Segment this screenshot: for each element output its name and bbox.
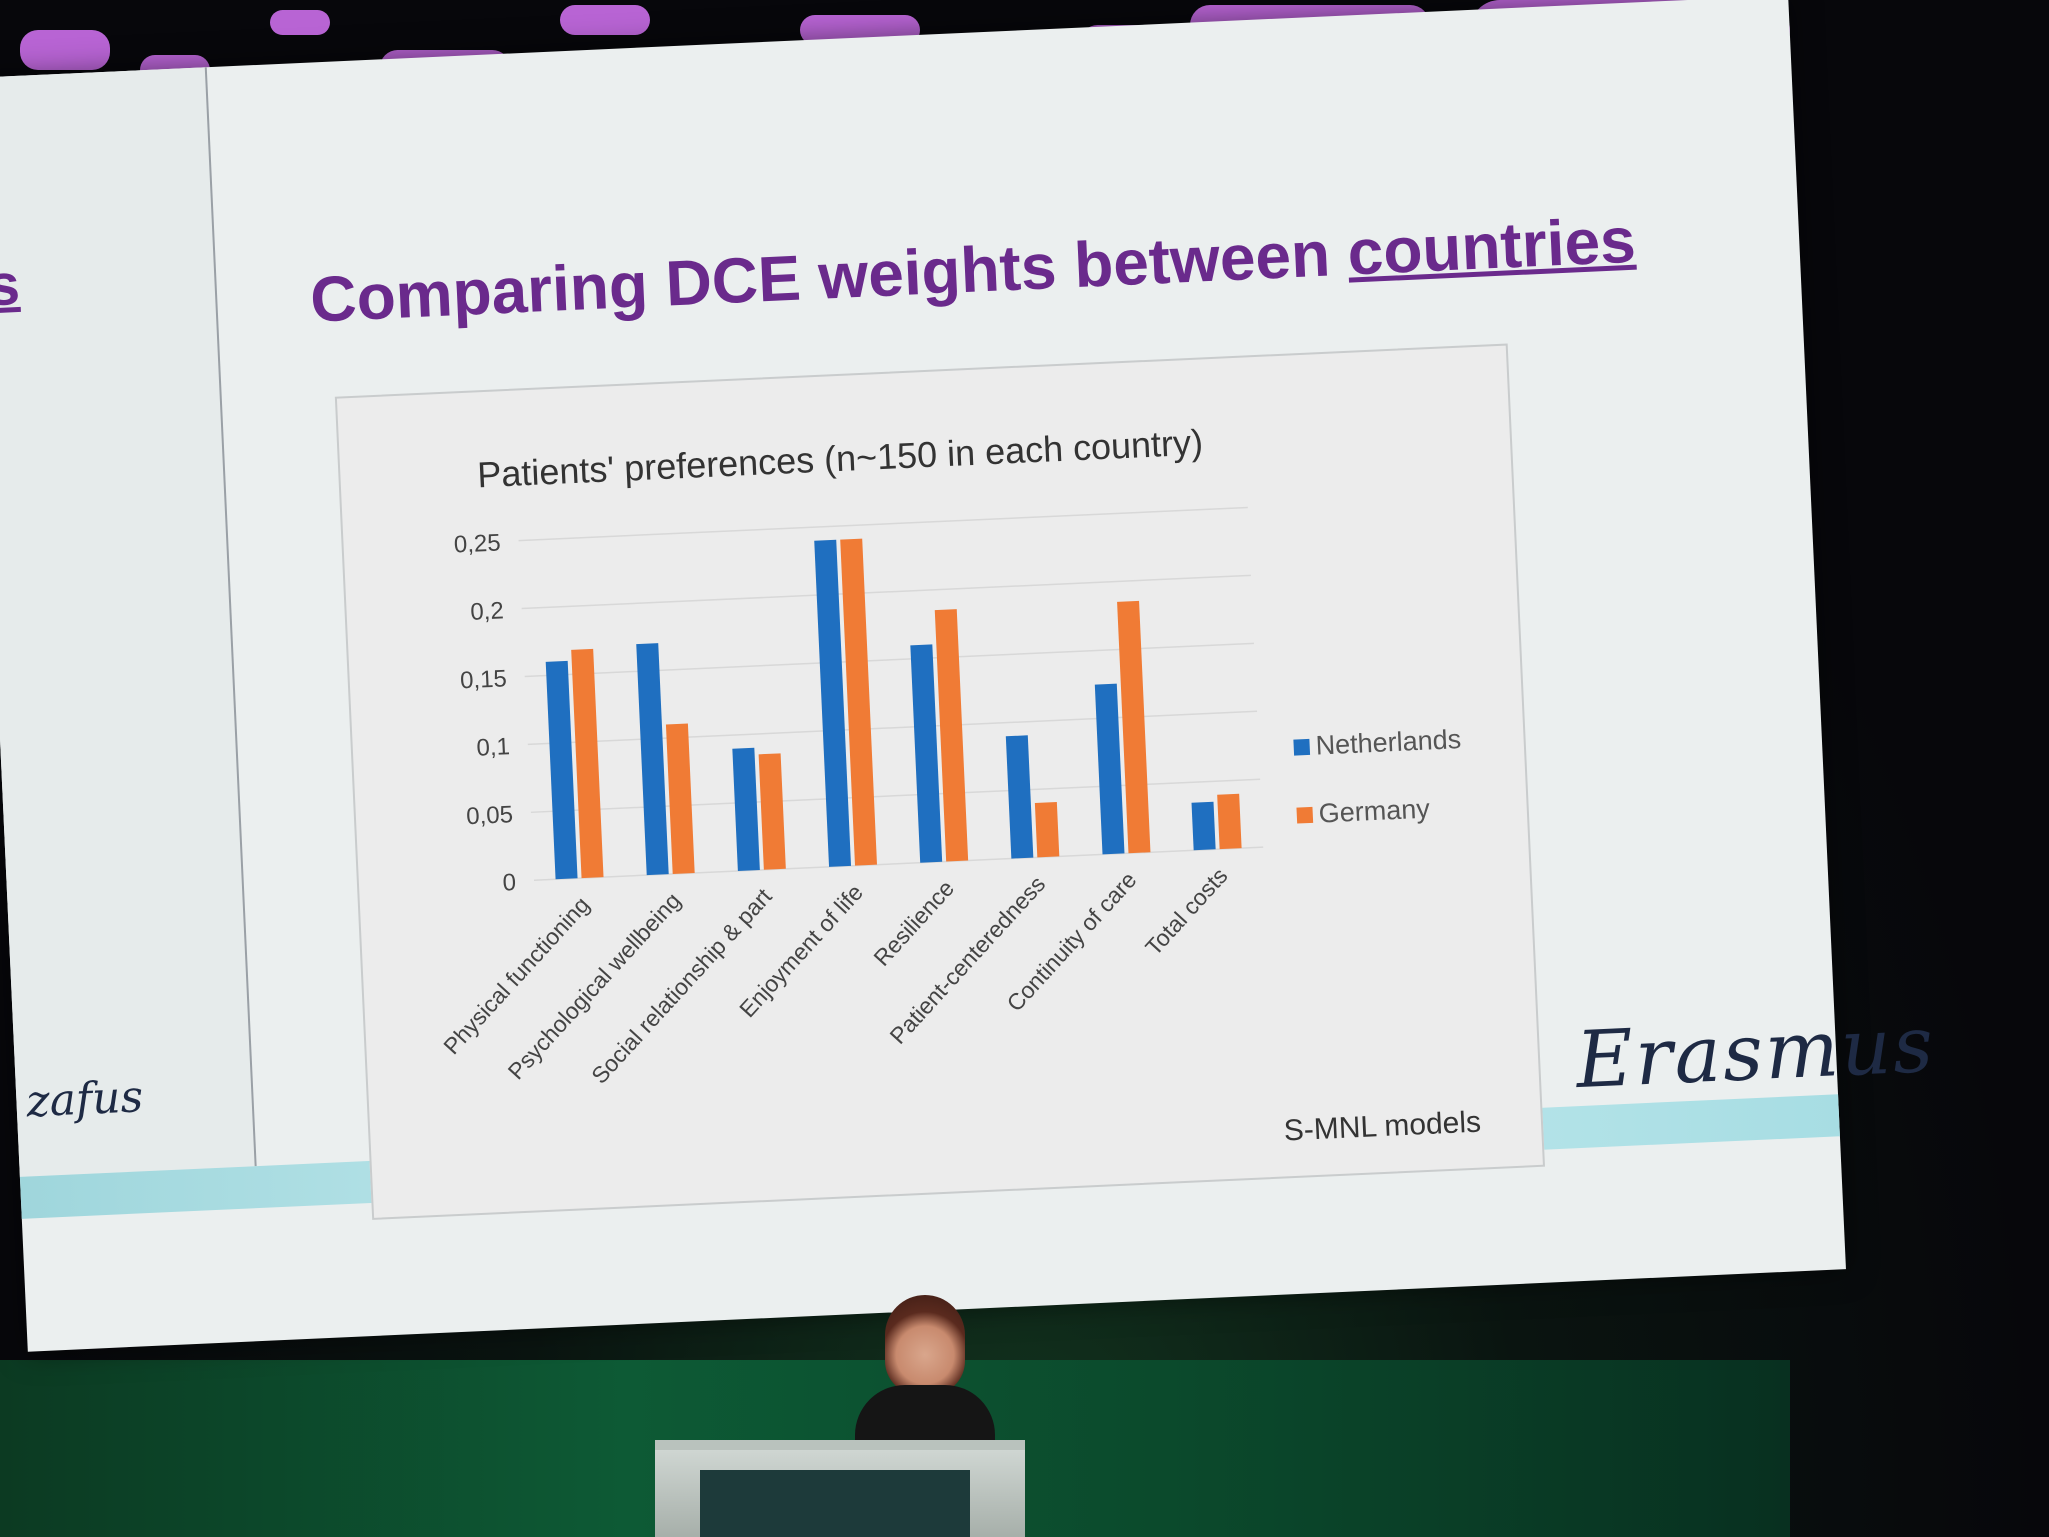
previous-slide-panel: s zafus [0,67,257,1177]
y-tick-label: 0,05 [466,801,514,830]
legend-swatch-germany [1296,806,1314,824]
stage-light [270,10,330,35]
stage-light [20,30,110,70]
gridline [530,778,1261,814]
legend-swatch-netherlands [1293,738,1311,756]
gridline [518,506,1248,542]
bar-germany [934,609,969,862]
bar-netherlands [814,539,852,867]
gridline [524,642,1255,678]
bar-germany [758,753,786,870]
slide-title: Comparing DCE weights between countries [309,203,1637,337]
previous-slide-title-fragment: s [0,251,22,319]
y-tick-label: 0,2 [470,597,505,625]
gridline [533,846,1264,881]
bar-netherlands [545,660,578,880]
y-tick-label: 0,1 [476,733,511,761]
slide-title-emphasis: countries [1346,203,1638,289]
y-tick-label: 0,15 [460,665,508,694]
bar-netherlands [1005,735,1034,859]
speaker-head [885,1295,965,1395]
chart-title: Patients' preferences (n~150 in each cou… [476,421,1203,495]
x-tick-label: Total costs [1140,863,1232,961]
bar-germany [1117,600,1151,854]
y-tick-label: 0 [502,869,517,897]
gridline [521,574,1251,610]
projected-slide: s zafus Comparing DCE weights between co… [0,0,1937,1352]
erasmus-logo: Erasmus [1574,999,1937,1107]
gridline [527,710,1258,746]
x-tick-label: Patient-centeredness [885,871,1051,1049]
x-tick-label: Psychological wellbeing [503,887,686,1084]
bar-germany [1217,793,1242,850]
y-tick-label: 0,25 [453,529,501,558]
bar-netherlands [1094,683,1125,855]
slide-title-main: Comparing DCE weights between [308,216,1350,336]
x-tick-label: Resilience [868,875,959,971]
legend-label-germany: Germany [1318,794,1431,829]
bar-netherlands [1191,801,1216,851]
chart-frame: Patients' preferences (n~150 in each cou… [334,343,1546,1220]
bar-germany [571,648,604,879]
bar-chart: Patients' preferences (n~150 in each cou… [438,421,1462,1089]
bar-netherlands [910,644,943,863]
podium-panel [700,1470,970,1537]
previous-slide-logo: zafus [25,1071,145,1128]
bar-germany [665,723,695,874]
bar-germany [1034,802,1060,858]
bar-netherlands [732,747,760,871]
x-tick-label: Physical functioning [438,892,594,1060]
podium [655,1440,1025,1537]
bar-germany [840,538,877,866]
legend-label-netherlands: Netherlands [1315,724,1462,761]
bar-netherlands [636,643,669,876]
x-tick-label: Social relationship & part [586,883,777,1089]
stage-light [560,5,650,35]
